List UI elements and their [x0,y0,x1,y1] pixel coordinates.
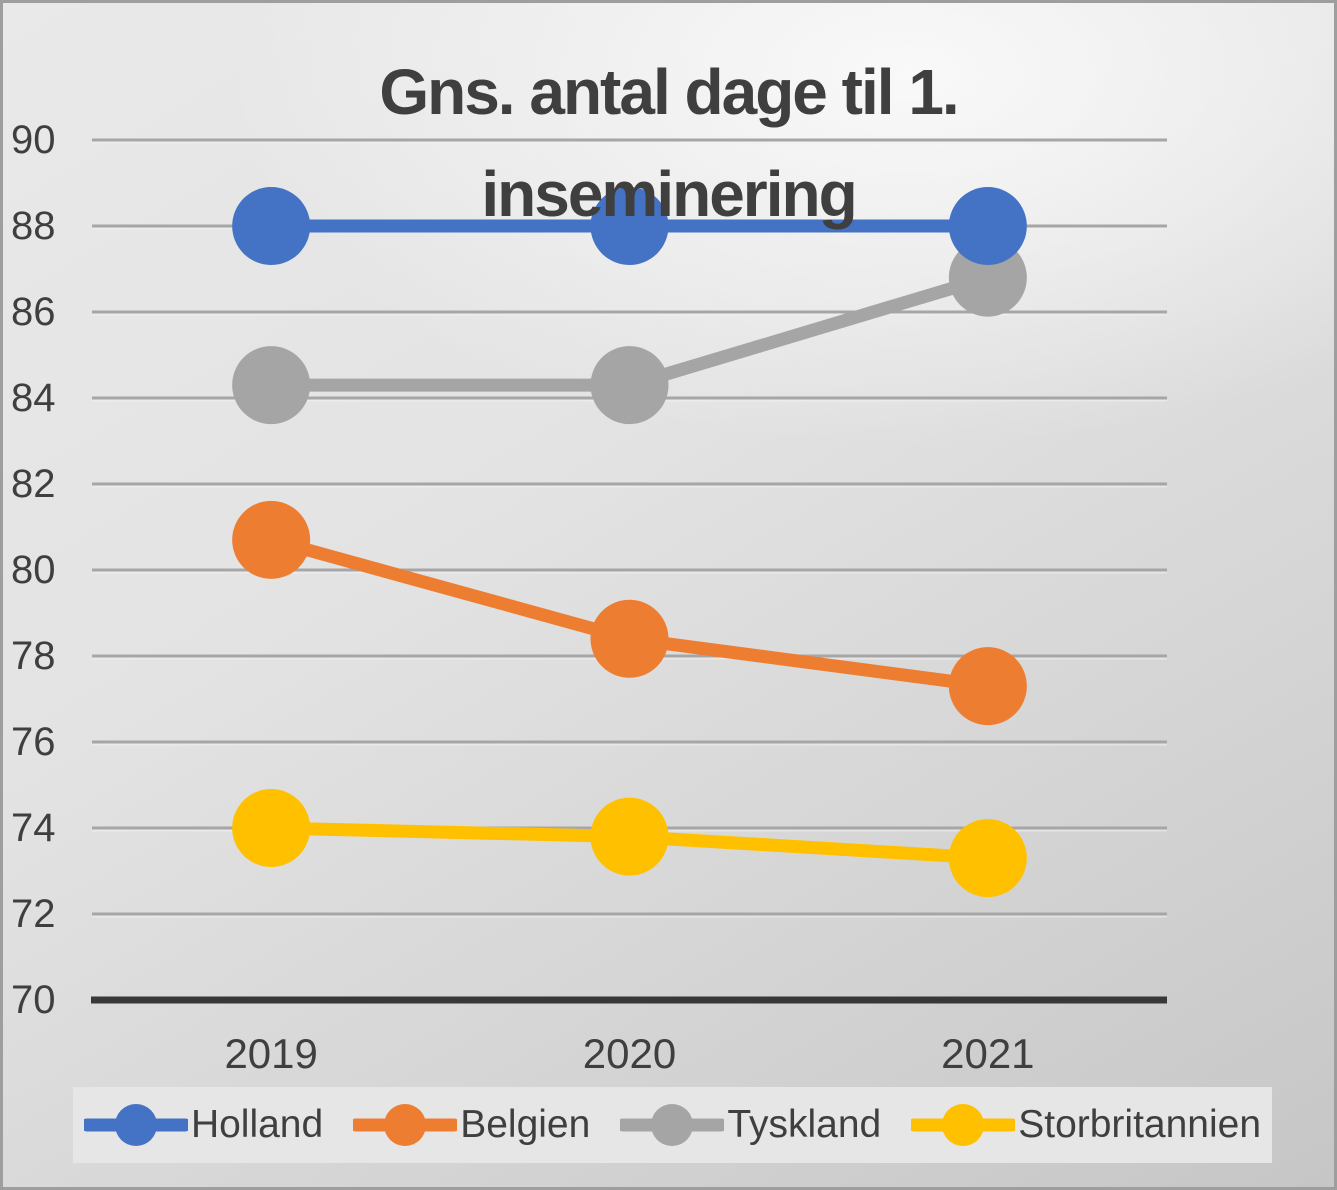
y-axis-label-76: 76 [11,720,56,764]
legend-item-tyskland[interactable]: Tyskland [620,1102,881,1148]
y-axis-label-72: 72 [11,892,56,936]
y-axis-label-70: 70 [11,978,56,1022]
legend-label: Tyskland [727,1103,882,1146]
y-axis-label-74: 74 [11,806,56,850]
legend-swatch-storbritannien-icon [911,1104,1016,1146]
legend-item-storbritannien[interactable]: Storbritannien [911,1102,1261,1148]
marker-tyskland-2020 [590,346,669,425]
y-axis-label-90: 90 [11,118,56,162]
marker-storbritannien-2021 [948,819,1027,898]
y-axis-label-82: 82 [11,462,56,506]
marker-storbritannien-2020 [590,797,669,876]
chart-title: Gns. antal dage til 1. inseminering [3,41,1334,245]
marker-belgien-2021 [948,647,1027,726]
legend-label: Storbritannien [1018,1103,1262,1146]
marker-belgien-2020 [590,599,669,678]
y-axis-label-86: 86 [11,290,56,334]
legend-label: Belgien [460,1103,591,1146]
legend-item-holland[interactable]: Holland [83,1102,324,1148]
y-axis-label-80: 80 [11,548,56,592]
x-axis-label-2020: 2020 [582,1030,677,1077]
marker-belgien-2019 [232,500,311,579]
marker-tyskland-2019 [232,346,311,425]
y-axis-label-84: 84 [11,376,56,420]
plot-area [91,138,1167,1004]
marker-holland-2021 [948,187,1027,265]
y-axis-label-78: 78 [11,634,56,678]
chart-title-line-1: Gns. antal dage til 1. [379,56,959,128]
legend-item-belgien[interactable]: Belgien [353,1102,590,1148]
y-axis-label-88: 88 [11,204,56,248]
legend: Holland Belgien Tyskland Storbritannien [73,1087,1272,1163]
legend-label: Holland [190,1103,324,1146]
marker-holland-2020 [590,187,669,265]
marker-holland-2019 [232,187,311,265]
legend-swatch-holland-icon [83,1104,188,1146]
legend-swatch-tyskland-icon [620,1104,725,1146]
chart-title-line-2: inseminering [481,158,857,230]
legend-swatch-belgien-icon [353,1104,458,1146]
x-axis-label-2019: 2019 [224,1030,318,1077]
x-axis-label-2021: 2021 [941,1030,1035,1077]
marker-storbritannien-2019 [232,789,311,867]
